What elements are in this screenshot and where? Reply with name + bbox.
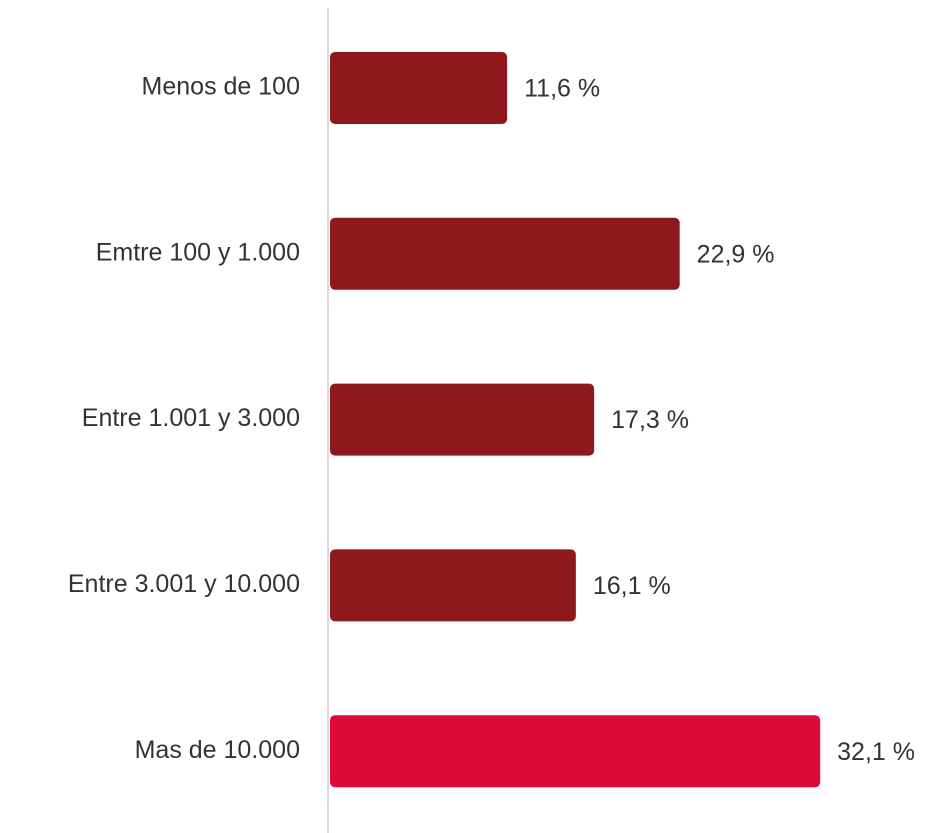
value-label: 11,6 % [524,75,600,103]
category-label: Menos de 100 [142,73,300,101]
category-label: Mas de 10.000 [135,736,300,764]
bar [330,549,576,622]
bar [330,383,595,456]
bar [330,52,508,124]
category-label: Emtre 100 y 1.000 [96,238,300,266]
value-label: 32,1 % [837,738,915,766]
value-label: 22,9 % [697,240,775,268]
bar [330,715,821,788]
category-label: Entre 1.001 y 3.000 [82,404,300,432]
category-label: Entre 3.001 y 10.000 [68,570,300,598]
value-label: 17,3 % [611,406,689,434]
bar [330,217,680,290]
value-label: 16,1 % [593,572,671,600]
